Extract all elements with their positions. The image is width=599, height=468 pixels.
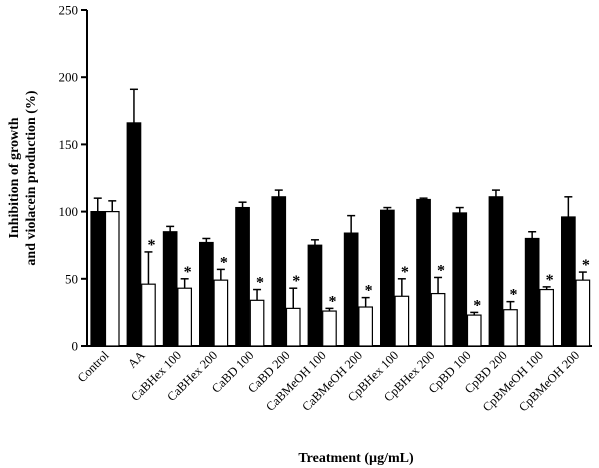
y-axis: 0 50 100 150 200 250: [59, 3, 88, 354]
bar: [199, 241, 214, 347]
significance-star: *: [184, 264, 192, 281]
y-tick-label: 100: [59, 204, 79, 219]
y-tick-label: 0: [72, 339, 79, 354]
significance-star: *: [147, 237, 155, 254]
significance-star: *: [401, 264, 409, 281]
bar: [358, 306, 373, 347]
bar: [488, 196, 504, 347]
bar: [430, 292, 446, 347]
y-tick-label: 200: [59, 70, 79, 85]
bar: [104, 211, 120, 347]
bar: [285, 307, 301, 347]
bar: [235, 206, 250, 347]
significance-markers: * * * * * * * * * * * * *: [147, 237, 589, 314]
significance-star: *: [546, 272, 554, 289]
significance-star: *: [256, 275, 264, 292]
y-axis-title-line: and violacein production (%): [24, 90, 39, 265]
bar: [90, 211, 106, 347]
significance-star: *: [473, 297, 481, 314]
bar: [380, 209, 395, 347]
bar: [322, 310, 337, 347]
bar: [141, 283, 156, 347]
bar: [416, 198, 431, 347]
bar: [524, 237, 540, 347]
bar: [503, 309, 518, 347]
x-axis-title: Treatment (µg/mL): [298, 451, 414, 466]
significance-star: *: [365, 283, 373, 300]
bar: [177, 287, 192, 347]
bar: [452, 212, 468, 347]
significance-star: *: [328, 293, 336, 310]
bar: [271, 196, 287, 347]
bar: [249, 299, 265, 347]
significance-star: *: [292, 273, 300, 290]
bar: [126, 122, 142, 347]
bar: [575, 279, 591, 347]
bar: [213, 279, 229, 347]
significance-star: *: [509, 287, 517, 304]
bar: [307, 244, 323, 347]
y-tick-label: 50: [65, 271, 78, 286]
bar: [394, 295, 410, 347]
x-tick-label: Control: [75, 348, 112, 385]
x-tick-label: AA: [125, 348, 148, 371]
bar: [466, 314, 482, 347]
error-bars: [93, 88, 587, 316]
y-tick-label: 150: [59, 137, 79, 152]
significance-star: *: [220, 254, 228, 271]
y-tick-label: 250: [59, 3, 79, 18]
bar: [343, 232, 359, 347]
y-axis-title-line: Inhibition of growth: [7, 117, 22, 238]
bars: [90, 122, 591, 347]
significance-star: *: [582, 257, 590, 274]
y-axis-title: Inhibition of growth and violacein produc…: [7, 90, 39, 265]
significance-star: *: [437, 262, 445, 279]
bar: [560, 216, 576, 347]
bar: [162, 231, 178, 347]
bar: [539, 288, 555, 347]
